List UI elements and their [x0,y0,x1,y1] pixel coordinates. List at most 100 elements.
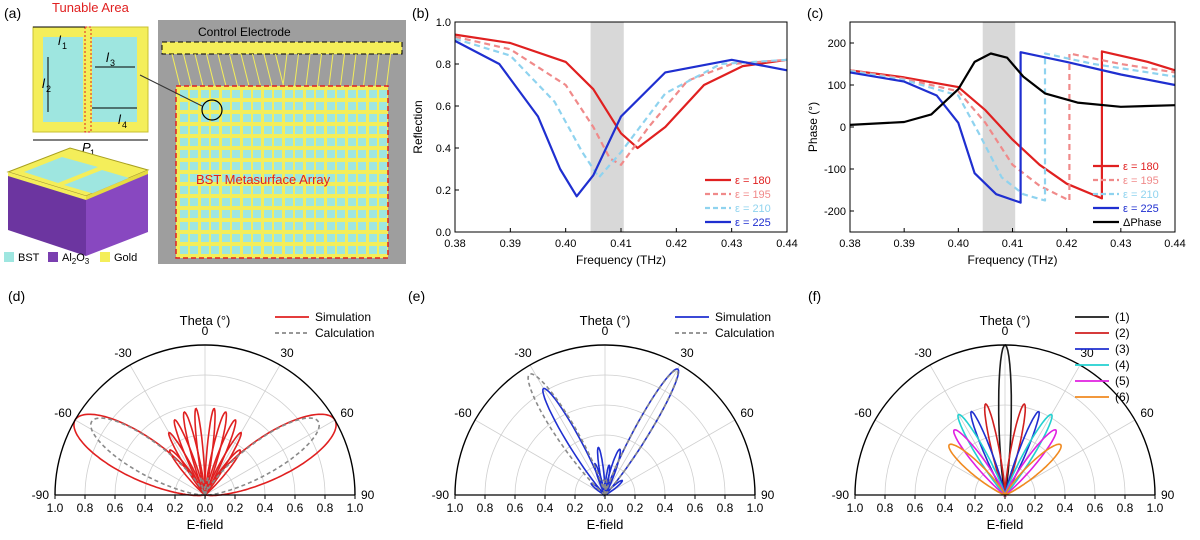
r-tick-label: 0.0 [597,501,614,515]
array-cell [190,210,198,218]
electrode-wire [351,53,357,87]
x-tick-label: 0.39 [500,238,521,250]
legend-entry: (4) [1115,358,1130,372]
array-cell [348,198,356,206]
legend-entry: Simulation [315,310,371,324]
legend-entry: Calculation [315,326,374,340]
array-cell [201,234,209,242]
array-cell [274,114,282,122]
array-cell [211,222,219,230]
array-cell [348,222,356,230]
r-tick-label: 0.8 [317,501,334,515]
array-cell [369,114,377,122]
r-tick-label: 0.8 [477,501,494,515]
array-cell [358,150,366,158]
array-cell [274,210,282,218]
legend-entry: (6) [1115,390,1130,404]
array-cell [369,210,377,218]
array-cell [348,90,356,98]
array-cell [285,246,293,254]
array-cell [180,198,188,206]
array-cell [201,162,209,170]
legend-entry: ε = 210 [735,203,771,215]
array-cell [348,162,356,170]
array-cell [306,114,314,122]
x-tick-label: 0.43 [721,238,742,250]
electrode-wire [275,53,284,87]
array-cell [337,186,345,194]
array-cell [253,126,261,134]
electrode-wire [282,53,288,87]
electrode-wire [217,53,227,87]
array-cell [295,198,303,206]
array-cell [274,138,282,146]
array-cell [180,138,188,146]
reflection-chart: (b) 0.38 0.39 0.40 0.41 0.42 0.43 0.44 0.0 0.2 0.4… [411,5,798,267]
array-cell [180,126,188,134]
array-cell [232,102,240,110]
array-cell [316,234,324,242]
angle-tick-label: 0 [1002,324,1009,338]
array-cell [285,102,293,110]
r-tick-label: 0.6 [687,501,704,515]
array-cell [358,186,366,194]
r-tick-label: 1.0 [47,501,64,515]
array-cell [222,210,230,218]
angle-tick-label: -90 [32,488,50,502]
array-cell [190,222,198,230]
array-cell [379,186,387,194]
array-cell [327,162,335,170]
array-cell [232,186,240,194]
y-tick-label: 100 [828,80,846,92]
array-cell [274,234,282,242]
lobe-5 [948,443,1007,497]
array-cell [306,138,314,146]
lobe-1 [527,373,607,498]
array-cell [243,210,251,218]
array-cell [190,150,198,158]
angle-tick-label: -90 [832,488,850,502]
panel-label: (b) [412,5,429,21]
legend-entry: (1) [1115,310,1130,324]
array-cell [232,210,240,218]
array-cell [337,114,345,122]
lobe-0 [204,431,243,496]
array-cell [379,90,387,98]
lobe-0 [204,449,242,496]
grid-spoke [529,364,606,496]
array-cell [264,234,272,242]
r-tick-label: 1.0 [747,501,764,515]
array-cell [337,150,345,158]
array-cell [253,234,261,242]
grid-spoke [604,364,681,496]
panel-label: (d) [8,288,25,304]
array-cell [201,102,209,110]
array-cell [358,210,366,218]
array-cell [211,102,219,110]
array-cell [180,210,188,218]
x-tick-label: 0.43 [1110,238,1131,250]
array-cell [264,246,272,254]
array-cell [211,126,219,134]
array-cell [232,90,240,98]
y-tick-label: 200 [828,38,846,50]
series-line-0 [454,33,788,150]
array-cell [337,162,345,170]
array-cell [316,246,324,254]
r-tick-label: 0.4 [657,501,674,515]
array-cell [201,114,209,122]
array-cell [337,138,345,146]
x-tick-label: 0.40 [948,238,969,250]
x-tick-label: 0.41 [610,238,631,250]
array-cell [327,114,335,122]
array-cell [264,174,272,182]
control-electrode-label: Control Electrode [198,25,291,39]
array-cell [316,114,324,122]
r-tick-label: 0.8 [77,501,94,515]
array-cell [369,198,377,206]
array-cell [232,138,240,146]
array-cell [316,90,324,98]
array-cell [327,246,335,254]
array-cell [306,174,314,182]
